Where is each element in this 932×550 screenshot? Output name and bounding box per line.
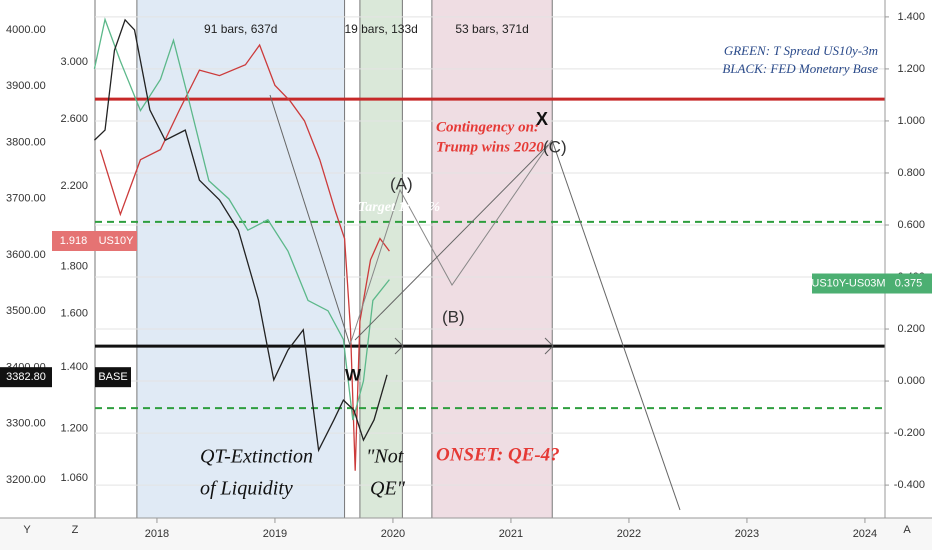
- y3-tick-label: 1.800: [60, 260, 88, 272]
- y3-tick-label: 1.200: [60, 423, 88, 435]
- y2-tick-label: 0.800: [897, 167, 925, 179]
- y2-tick-label: -0.200: [894, 427, 925, 439]
- price-tag: [95, 367, 131, 388]
- y-tick-label: 4000.00: [6, 24, 46, 36]
- annotation: W: [345, 365, 362, 384]
- y2-tick-label: 1.200: [897, 63, 925, 75]
- y3-tick-label: 2.600: [60, 113, 88, 125]
- x-tick-label: 2022: [617, 528, 641, 540]
- y3-tick-label: 1.400: [60, 361, 88, 373]
- price-tag: [885, 273, 932, 294]
- annotation: Target 2: 2.45%: [566, 137, 658, 152]
- price-tag-label: US10Y: [99, 235, 135, 247]
- y3-tick-label: 2.200: [60, 180, 88, 192]
- series-line: [93, 18, 388, 453]
- plot-layer: [93, 17, 885, 471]
- wave-projection: [349, 139, 553, 346]
- region-label: 19 bars, 133d: [344, 22, 417, 36]
- y3-tick-label: 3.000: [60, 56, 88, 68]
- price-tag-label: US10Y-US03M: [811, 277, 885, 289]
- price-tag: [0, 367, 52, 388]
- x-tick-label: 2024: [853, 528, 877, 540]
- y-tick-label: 3900.00: [6, 80, 46, 92]
- background-layer: 91 bars, 637d 19 bars, 133d 53 bars, 371d: [94, 0, 885, 518]
- y-tick-label: 3600.00: [6, 249, 46, 261]
- y3-tick-label: 1.600: [60, 307, 88, 319]
- x-tick-label: 2021: [499, 528, 523, 540]
- price-tag-value: 1.918: [60, 235, 88, 247]
- x-tick-label: 2020: [381, 528, 405, 540]
- series-line: [99, 43, 390, 471]
- price-tag: [52, 230, 95, 251]
- annotation: QE": [370, 478, 406, 500]
- y-tick-label: 3700.00: [6, 193, 46, 205]
- y2-tick-label: 0.000: [897, 375, 925, 387]
- shaded-region: [136, 0, 345, 518]
- annotation: Target 1: ~2%: [358, 200, 440, 215]
- shaded-region: [431, 0, 553, 518]
- annotation: ONSET: QE-4?: [436, 444, 560, 465]
- y3-tick-label: 1.060: [60, 472, 88, 484]
- annotation: (C): [543, 137, 567, 156]
- toolbar: [0, 518, 932, 550]
- region-label: 91 bars, 637d: [204, 22, 277, 36]
- y2-tick-label: 0.600: [897, 219, 925, 231]
- annotation: (A): [390, 174, 413, 193]
- price-tag-value: 3382.80: [6, 371, 46, 383]
- series-line: [93, 17, 390, 421]
- y-tick-label: 3500.00: [6, 305, 46, 317]
- x-tick-label: 2018: [145, 528, 169, 540]
- y2-tick-label: -0.400: [894, 479, 925, 491]
- y-tick-label: 3800.00: [6, 136, 46, 148]
- toolbar-button[interactable]: Z: [72, 524, 79, 536]
- y2-tick-label: 1.400: [897, 11, 925, 23]
- x-tick-label: 2019: [263, 528, 287, 540]
- arrow: [394, 337, 554, 355]
- annotation: of Liquidity: [200, 478, 293, 500]
- shaded-region: [359, 0, 403, 518]
- y2-tick-label: 1.000: [897, 115, 925, 127]
- annotation: QT-Extinction: [200, 446, 313, 468]
- toolbar-button[interactable]: Y: [23, 524, 31, 536]
- x-tick-label: 2023: [735, 528, 759, 540]
- legend-line: GREEN: T Spread US10y-3m: [724, 43, 878, 58]
- wave-projection: [269, 94, 351, 346]
- price-tag: [95, 230, 137, 251]
- legend-line: BLACK: FED Monetary Base: [722, 61, 878, 76]
- price-tag-value: 0.375: [895, 277, 923, 289]
- wave-projection: [551, 139, 681, 511]
- y-tick-label: 3300.00: [6, 418, 46, 430]
- region-label: 53 bars, 371d: [455, 22, 528, 36]
- price-tags: 1.918 US10Y 3382.80 BASE 0.375 US10Y-US03M: [0, 230, 932, 388]
- annotation: Trump wins 2020: [436, 139, 544, 155]
- annotation: Contingency on:: [436, 119, 539, 135]
- annotation: "Not: [366, 446, 404, 468]
- price-tag: [812, 273, 885, 294]
- annotation: X: [536, 109, 548, 129]
- annotation: (B): [442, 307, 465, 326]
- y-tick-label: 3200.00: [6, 474, 46, 486]
- wave-projection: [354, 144, 549, 341]
- price-tag-label: BASE: [98, 371, 127, 383]
- y2-tick-label: 0.200: [897, 323, 925, 335]
- toolbar-button[interactable]: A: [903, 524, 911, 536]
